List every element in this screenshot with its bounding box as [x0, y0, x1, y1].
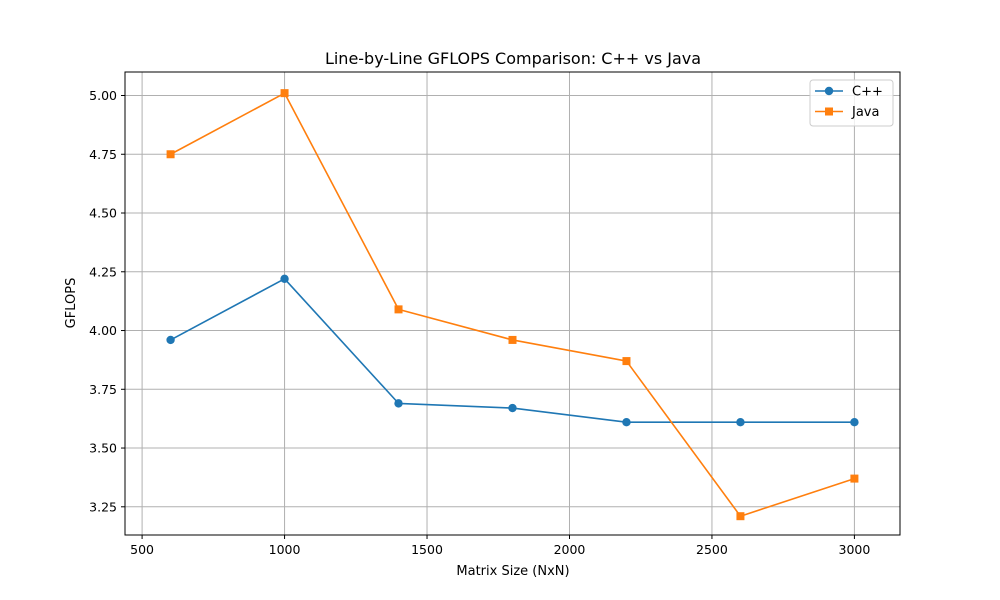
y-tick-label: 4.75 — [89, 147, 117, 162]
x-tick-label: 2000 — [554, 542, 586, 557]
data-point-java — [850, 474, 859, 483]
data-point-c — [736, 417, 745, 427]
legend-label: C++ — [852, 85, 883, 100]
chart-title: Line-by-Line GFLOPS Comparison: C++ vs J… — [325, 49, 701, 68]
data-point-c — [394, 399, 403, 408]
data-point-java — [622, 357, 631, 366]
y-axis-ticks: 3.25 3.50 3.75 4.00 4.25 4.50 4.75 5.00 — [89, 88, 125, 514]
data-point-c — [850, 417, 859, 427]
grid — [125, 72, 900, 535]
y-tick-label: 5.00 — [89, 88, 117, 103]
data-point-c — [280, 274, 289, 284]
legend-marker — [824, 86, 834, 96]
plot-frame — [124, 71, 901, 536]
y-tick-label: 4.25 — [89, 264, 117, 279]
legend-item-java: Java — [815, 105, 879, 120]
y-tick-label: 3.75 — [89, 382, 117, 397]
y-tick-label: 4.50 — [89, 206, 117, 221]
data-point-java — [736, 512, 745, 521]
data-point-c — [166, 335, 175, 345]
data-point-c — [622, 417, 631, 427]
series-java — [166, 89, 859, 521]
legend: C++ Java — [809, 79, 894, 127]
x-axis-ticks: 500 1000 1500 2000 2500 3000 — [130, 535, 870, 557]
series-layer — [166, 89, 859, 521]
series-c — [166, 274, 859, 427]
legend-item-c: C++ — [815, 85, 883, 100]
x-tick-label: 3000 — [839, 542, 871, 557]
x-tick-label: 500 — [130, 542, 154, 557]
data-point-java — [394, 305, 403, 314]
x-tick-label: 1500 — [411, 542, 443, 557]
x-axis-label: Matrix Size (NxN) — [456, 564, 569, 579]
data-point-java — [166, 150, 175, 159]
data-point-java — [508, 335, 517, 344]
x-tick-label: 1000 — [269, 542, 301, 557]
y-tick-label: 3.50 — [89, 441, 117, 456]
y-tick-label: 4.00 — [89, 323, 117, 338]
y-axis-label: GFLOPS — [64, 278, 79, 329]
data-point-c — [508, 403, 517, 413]
legend-label: Java — [851, 105, 879, 120]
data-point-java — [280, 89, 289, 98]
x-tick-label: 2500 — [696, 542, 728, 557]
y-tick-label: 3.25 — [89, 499, 117, 514]
legend-marker — [825, 107, 833, 116]
